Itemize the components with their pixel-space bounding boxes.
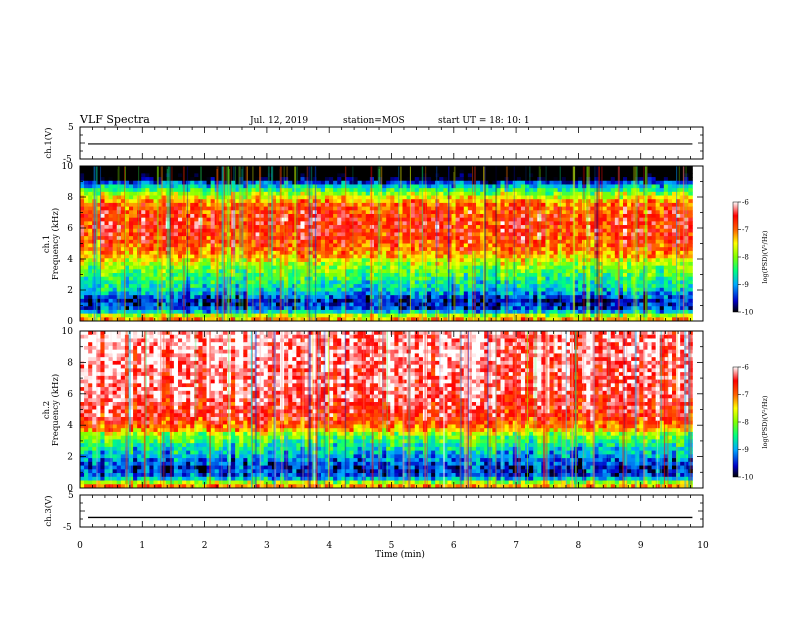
- x-tick-label: 8: [576, 541, 582, 551]
- colorbar-tick-label: -6: [742, 199, 749, 207]
- freq-tick-label: 6: [67, 224, 73, 234]
- ch1-spectrogram: [80, 166, 693, 321]
- start-time-label: start UT = 18: 10: 1: [438, 116, 530, 126]
- freq-tick-label: 6: [67, 390, 73, 400]
- freq-tick-label: 4: [67, 421, 73, 431]
- ch3-ytick-bottom: -5: [63, 523, 72, 533]
- station-label: station=MOS: [343, 116, 405, 126]
- colorbar-1: [733, 202, 738, 312]
- x-tick-label: 2: [202, 541, 208, 551]
- ch3-ytick-top: 5: [68, 491, 74, 501]
- colorbar-tick-label: -10: [742, 474, 753, 482]
- x-tick-label: 1: [139, 541, 145, 551]
- colorbar-tick-label: -8: [742, 254, 749, 262]
- date-label: Jul. 12, 2019: [249, 116, 308, 126]
- ch1-spectrogram-ylabel-freq: Frequency (kHz): [50, 208, 61, 280]
- ch1-ytick-top: 5: [68, 123, 74, 133]
- x-axis-label: Time (min): [375, 549, 425, 560]
- x-tick-label: 9: [638, 541, 644, 551]
- x-tick-label: 3: [264, 541, 270, 551]
- colorbar-tick-label: -9: [742, 281, 749, 289]
- freq-tick-label: 2: [67, 286, 73, 296]
- colorbar-tick-label: -8: [742, 419, 749, 427]
- x-tick-label: 4: [326, 541, 332, 551]
- x-tick-label: 7: [513, 541, 519, 551]
- ch3-waveform-yticks: 5 -5: [63, 491, 74, 533]
- freq-tick-label: 2: [67, 453, 73, 463]
- colorbar-tick-label: -7: [742, 391, 749, 399]
- colorbar-tick-label: -9: [742, 446, 749, 454]
- colorbar-2: [733, 367, 738, 477]
- freq-tick-label: 10: [62, 327, 74, 337]
- ch3-waveform-ylabel: ch.3(V): [43, 495, 54, 526]
- colorbar-tick-label: -6: [742, 364, 749, 372]
- figure-title: VLF Spectra: [79, 113, 150, 126]
- colorbar-tick-label: -10: [742, 309, 753, 317]
- colorbars: -6 -7 -8 -9 -10 log(PSD)(V²/Hz) -6 -7 -8 -9 -10 log…: [733, 199, 769, 482]
- x-tick-label: 6: [451, 541, 457, 551]
- colorbar-label: log(PSD)(V²/Hz): [761, 395, 769, 448]
- freq-tick-label: 0: [67, 317, 73, 327]
- x-tick-label: 0: [77, 541, 83, 551]
- x-tick-label: 10: [697, 541, 709, 551]
- freq-tick-label: 4: [67, 255, 73, 265]
- colorbar-label: log(PSD)(V²/Hz): [761, 230, 769, 283]
- ch1-waveform-ylabel: ch.1(V): [43, 127, 54, 158]
- freq-tick-label: 8: [67, 358, 73, 368]
- ch2-spectrogram-ylabel-freq: Frequency (kHz): [50, 374, 61, 446]
- colorbar-tick-label: -7: [742, 226, 749, 234]
- ch2-spectrogram: [80, 331, 693, 488]
- freq-tick-label: 10: [62, 162, 74, 172]
- freq-tick-label: 8: [67, 193, 73, 203]
- ch1-waveform-yticks: 5 -5: [63, 123, 74, 165]
